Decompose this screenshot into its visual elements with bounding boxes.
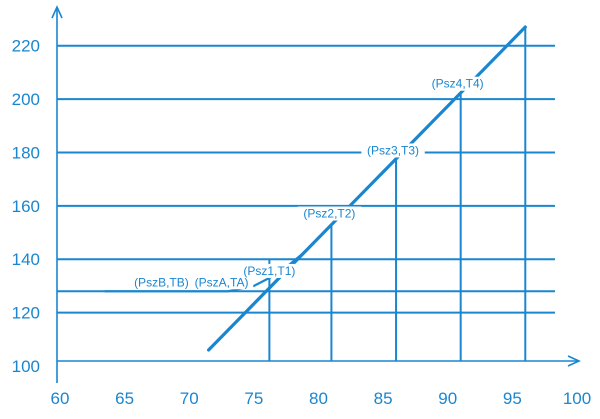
point-label-bg-0 xyxy=(129,275,194,290)
x-tick-label-100: 100 xyxy=(563,389,591,408)
x-tick-label-75: 75 xyxy=(244,389,263,408)
x-axis-arrow xyxy=(567,355,581,367)
x-tick-label-80: 80 xyxy=(309,389,328,408)
y-axis-arrow xyxy=(51,5,63,19)
point-label-4: (Psz3,T3) xyxy=(367,143,419,157)
series-layer xyxy=(104,25,527,352)
point-label-bg-5 xyxy=(425,76,490,91)
point-label-bg-4 xyxy=(361,143,425,158)
x-tick-label-70: 70 xyxy=(180,389,199,408)
point-label-5: (Psz4,T4) xyxy=(432,77,484,91)
x-tick-label-65: 65 xyxy=(115,389,134,408)
y-tick-label-180: 180 xyxy=(12,143,40,162)
point-label-1: (PszA,TA) xyxy=(195,275,249,289)
y-tick-label-200: 200 xyxy=(12,90,40,109)
y-tick-label-140: 140 xyxy=(12,250,40,269)
point-label-bg-1 xyxy=(189,275,254,290)
x-tick-label-90: 90 xyxy=(438,389,457,408)
point-label-bg-2 xyxy=(237,263,302,278)
drop-lines-layer xyxy=(268,27,527,361)
annotations-layer: (PszB,TB) (PszA,TA)(Psz1,T1) (Psz2,T2) (Psz… xyxy=(129,76,490,290)
axes-layer xyxy=(51,5,581,383)
point-label-bg-3 xyxy=(297,206,362,221)
y-tick-label-120: 120 xyxy=(12,304,40,323)
tick-labels-layer: 100 120 140 160 180 200 220 60 65 70 75 80 85 90 95 100 xyxy=(12,37,592,408)
point-label-2: (Psz1,T1) xyxy=(243,264,295,278)
point-label-0: (PszB,TB) xyxy=(134,275,189,289)
x-tick-label-60: 60 xyxy=(51,389,70,408)
y-tick-label-100: 100 xyxy=(12,357,40,376)
point-label-3: (Psz2,T2) xyxy=(303,207,355,221)
x-tick-label-95: 95 xyxy=(503,389,522,408)
y-tick-label-160: 160 xyxy=(12,197,40,216)
y-tick-label-220: 220 xyxy=(12,37,40,56)
x-tick-label-85: 85 xyxy=(374,389,393,408)
series-line-0 xyxy=(207,25,527,352)
